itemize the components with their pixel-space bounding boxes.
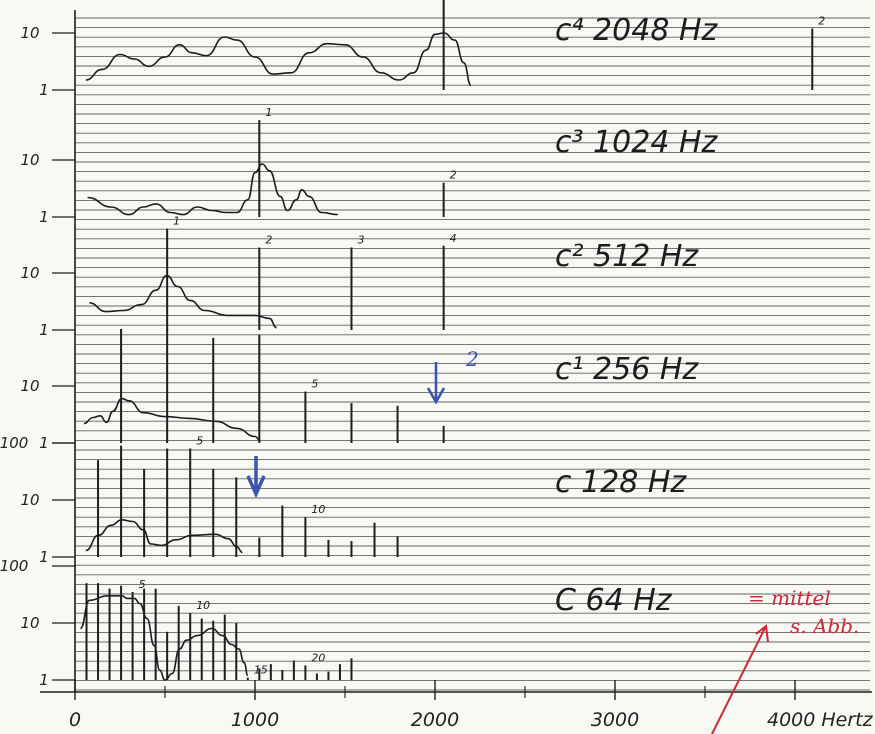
envelope-curve [85,518,243,554]
y-tick-label: 100 [0,434,28,452]
envelope-curve [87,163,338,216]
partial-label: 1 [265,106,272,119]
y-tick-label: 1 [39,208,49,226]
y-tick-label: 10 [20,491,39,509]
handwritten-note: = mittel [748,586,831,610]
partial-label: 20 [311,651,325,664]
y-tick-label: 100 [0,557,28,575]
panel-title: c⁴ 2048 Hz [555,13,718,48]
blue-arrow [246,456,266,499]
envelope-curve [85,32,472,87]
y-tick-label: 10 [20,614,39,632]
x-tick-label: 4000 Hertz [767,709,874,731]
partial-label: 10 [196,599,210,612]
red-arrow [711,624,769,734]
x-tick-label: 1000 [231,709,279,731]
handwritten-note: 2 [465,347,479,371]
partial-label: 2 [265,234,272,247]
panel-title: c 128 Hz [555,465,687,500]
panel-title: c³ 1024 Hz [555,125,718,160]
partial-label: 5 [311,378,318,391]
panel-title: c¹ 256 Hz [555,352,699,387]
handwritten-note: s. Abb. [790,614,859,638]
partial-label: 10 [311,503,325,516]
y-tick-label: 10 [20,24,39,42]
envelope-curve [83,397,261,442]
partial-label: 3 [357,234,364,247]
partial-label: 1 [173,215,180,228]
partial-label: 5 [196,435,203,448]
y-tick-label: 10 [20,264,39,282]
x-tick-label: 3000 [591,709,639,731]
partial-label: 4 [450,232,457,245]
partial-label: 2 [450,169,457,182]
partial-label: 15 [254,664,268,677]
panel-title: C 64 Hz [555,583,673,618]
y-tick-label: 1 [39,81,49,99]
panel-title: c² 512 Hz [555,239,699,274]
y-tick-label: 10 [20,377,39,395]
partial-label: 5 [139,578,146,591]
y-tick-label: 1 [39,548,49,566]
envelope-curve [79,594,249,681]
partial-label: 2 [818,14,825,27]
y-tick-label: 10 [20,151,39,169]
envelope-curve [89,274,277,329]
blue-arrow [426,362,446,405]
y-tick-label: 1 [39,321,49,339]
x-tick-label: 2000 [411,709,459,731]
x-tick-label: 0 [69,709,81,731]
y-tick-label: 1 [39,434,49,452]
y-tick-label: 1 [39,671,49,689]
